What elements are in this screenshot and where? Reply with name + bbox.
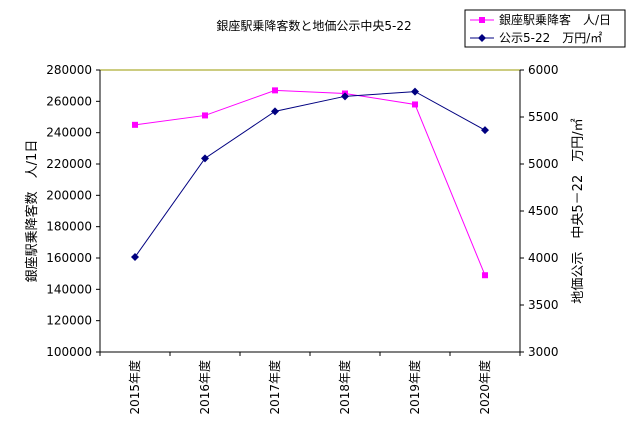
x-tick-label: 2016年度	[197, 360, 212, 415]
x-tick-label: 2015年度	[127, 360, 142, 415]
right-tick-label: 6000	[528, 63, 559, 77]
left-tick-label: 160000	[46, 251, 92, 265]
legend-box	[464, 9, 626, 48]
left-tick-label: 260000	[46, 94, 92, 108]
plot-area: 100000 120000 140000 160000 180000 200000 2200…	[46, 63, 558, 415]
chart-title: 銀座駅乗降客数と地価公示中央5-22	[216, 18, 411, 33]
series-1-point	[412, 101, 418, 108]
series-2-point	[341, 92, 349, 101]
series-2-point	[131, 253, 139, 262]
series-1-line	[134, 89, 486, 276]
left-tick-label: 240000	[46, 126, 92, 140]
y-axis-right-label: 地価公示 中央5－22 万円/㎡	[571, 118, 586, 303]
y-axis-left-label: 銀座駅乗降客数 人/1日	[24, 140, 40, 283]
x-tick-label: 2018年度	[337, 360, 352, 415]
legend-marker-series-2	[478, 34, 486, 42]
legend: 銀座駅乗降客 人/日 公示5-22 万円/㎡	[464, 9, 626, 48]
right-tick-label: 5500	[528, 110, 559, 124]
series-2-point	[201, 154, 209, 163]
right-tick-label: 3000	[528, 345, 559, 359]
series-1-point	[272, 87, 278, 94]
left-tick-label: 140000	[46, 282, 92, 296]
legend-label-series-1: 銀座駅乗降客 人/日	[499, 12, 611, 27]
series-1-point	[202, 112, 208, 119]
left-tick-label: 180000	[46, 220, 92, 234]
right-tick-label: 5000	[528, 157, 559, 171]
left-tick-label: 100000	[46, 345, 92, 359]
left-tick-label: 120000	[46, 314, 92, 328]
x-tick-label: 2017年度	[267, 360, 282, 415]
series-2-point	[271, 107, 279, 116]
series-2-point	[481, 126, 489, 135]
right-tick-label: 3500	[528, 298, 559, 312]
left-tick-label: 200000	[46, 188, 92, 202]
right-tick-label: 4500	[528, 204, 559, 218]
x-axis-ticks: 2015年度 2016年度 2017年度 2018年度 2019年度 2020年度	[99, 352, 521, 415]
series-layer	[131, 87, 489, 279]
series-1-point	[132, 121, 138, 128]
left-tick-label: 280000	[46, 63, 92, 77]
series-1-point	[482, 272, 488, 279]
left-tick-label: 220000	[46, 157, 92, 171]
series-2-point	[411, 87, 419, 96]
right-axis-ticks: 3000 3500 4000 4500 5000 5500 6000	[520, 63, 559, 359]
legend-label-series-2: 公示5-22 万円/㎡	[499, 31, 602, 45]
x-tick-label: 2019年度	[407, 360, 422, 415]
legend-marker-series-1	[479, 17, 485, 23]
right-tick-label: 4000	[528, 251, 559, 265]
x-tick-label: 2020年度	[477, 360, 492, 415]
left-axis-ticks: 100000 120000 140000 160000 180000 200000 2200…	[46, 63, 100, 359]
series-2-line	[134, 91, 486, 258]
